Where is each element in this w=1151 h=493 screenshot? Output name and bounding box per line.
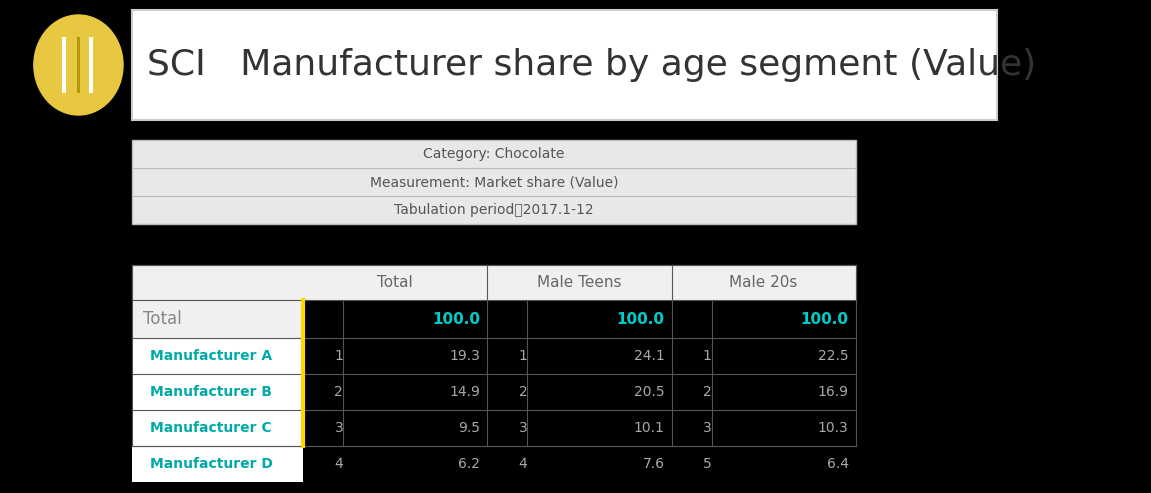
Text: Male Teens: Male Teens <box>538 275 622 290</box>
Bar <box>303 374 487 410</box>
Text: 100.0: 100.0 <box>617 312 664 326</box>
Text: 2: 2 <box>703 385 711 399</box>
Bar <box>132 300 303 338</box>
Text: Manufacturer B: Manufacturer B <box>150 385 272 399</box>
Bar <box>671 300 855 338</box>
Text: 6.2: 6.2 <box>458 457 480 471</box>
Text: 24.1: 24.1 <box>634 349 664 363</box>
Text: 16.9: 16.9 <box>817 385 848 399</box>
Bar <box>132 374 303 410</box>
Bar <box>487 374 671 410</box>
Text: 1: 1 <box>703 349 711 363</box>
Text: Category: Chocolate: Category: Chocolate <box>424 147 564 161</box>
Bar <box>671 410 855 446</box>
Bar <box>487 338 671 374</box>
Text: Tabulation period：2017.1-12: Tabulation period：2017.1-12 <box>394 203 594 217</box>
Text: 20.5: 20.5 <box>634 385 664 399</box>
Bar <box>132 338 303 374</box>
Text: 14.9: 14.9 <box>449 385 480 399</box>
Text: 10.1: 10.1 <box>633 421 664 435</box>
Bar <box>132 410 303 446</box>
Bar <box>303 410 487 446</box>
Circle shape <box>33 15 123 115</box>
Text: 100.0: 100.0 <box>801 312 848 326</box>
Text: 1: 1 <box>334 349 343 363</box>
Text: 3: 3 <box>703 421 711 435</box>
Bar <box>132 265 855 300</box>
Text: 3: 3 <box>519 421 527 435</box>
Bar <box>487 446 671 482</box>
Text: Manufacturer D: Manufacturer D <box>150 457 273 471</box>
Bar <box>671 374 855 410</box>
Text: 5: 5 <box>703 457 711 471</box>
Bar <box>303 446 487 482</box>
Bar <box>303 338 487 374</box>
Text: Manufacturer A: Manufacturer A <box>150 349 272 363</box>
Text: 6.4: 6.4 <box>826 457 848 471</box>
Bar <box>132 446 303 482</box>
Text: 100.0: 100.0 <box>432 312 480 326</box>
Text: 3: 3 <box>335 421 343 435</box>
Text: 1: 1 <box>519 349 527 363</box>
Text: 9.5: 9.5 <box>458 421 480 435</box>
Bar <box>303 300 487 338</box>
Bar <box>132 10 997 120</box>
Text: 10.3: 10.3 <box>818 421 848 435</box>
Text: 2: 2 <box>335 385 343 399</box>
Text: 4: 4 <box>335 457 343 471</box>
Text: Manufacturer C: Manufacturer C <box>150 421 272 435</box>
Text: Male 20s: Male 20s <box>730 275 798 290</box>
Text: 7.6: 7.6 <box>642 457 664 471</box>
Bar <box>132 140 855 224</box>
Text: Measurement: Market share (Value): Measurement: Market share (Value) <box>369 175 618 189</box>
Text: SCI   Manufacturer share by age segment (Value): SCI Manufacturer share by age segment (V… <box>147 48 1036 82</box>
Bar <box>89 37 93 93</box>
Text: 2: 2 <box>519 385 527 399</box>
Bar <box>487 410 671 446</box>
Text: 22.5: 22.5 <box>818 349 848 363</box>
Text: Total: Total <box>143 310 182 328</box>
Text: 4: 4 <box>519 457 527 471</box>
Bar <box>671 338 855 374</box>
Text: 19.3: 19.3 <box>449 349 480 363</box>
Bar <box>487 300 671 338</box>
Text: Total: Total <box>378 275 413 290</box>
Bar <box>62 37 67 93</box>
Bar <box>671 446 855 482</box>
Bar <box>77 37 81 93</box>
